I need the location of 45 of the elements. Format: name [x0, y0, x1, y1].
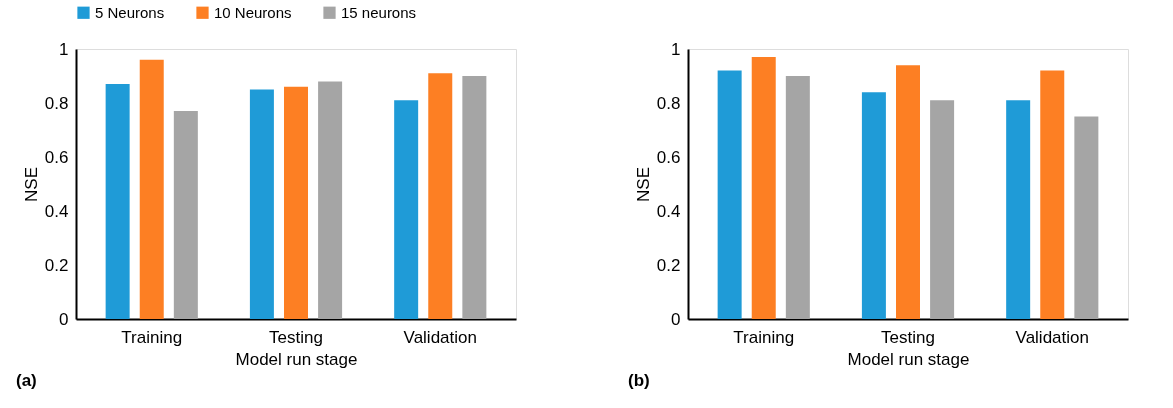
x-tick-label: Validation	[1015, 327, 1089, 347]
y-tick-label: 0.6	[44, 147, 69, 167]
bar	[394, 100, 419, 319]
bar	[1006, 100, 1031, 319]
x-tick-label: Training	[733, 327, 795, 347]
bar	[896, 65, 920, 319]
bar	[318, 81, 343, 319]
y-tick-label: 0.4	[44, 201, 69, 221]
x-tick-label: Training	[121, 327, 183, 347]
text: (b)	[628, 371, 650, 390]
y-tick-label: 0.2	[44, 255, 69, 275]
bar	[249, 89, 274, 319]
y-tick-label: 0	[59, 309, 69, 329]
y-axis-title: NSE	[21, 167, 41, 202]
bar	[105, 84, 130, 319]
legend-label: 10 Neurons	[214, 3, 292, 21]
y-axis-title: NSE	[633, 167, 653, 202]
y-tick-label: 0.8	[656, 93, 681, 113]
x-tick-label: Validation	[403, 327, 477, 347]
y-tick-label: 0.8	[44, 93, 69, 113]
bar	[785, 76, 810, 319]
bar	[861, 92, 886, 319]
legend-label: 5 Neurons	[95, 3, 165, 21]
y-tick-label: 1	[59, 39, 69, 59]
bar	[751, 57, 776, 319]
bar	[1040, 70, 1065, 319]
y-tick-label: 0.2	[656, 255, 681, 275]
x-tick-label: Testing	[881, 327, 935, 347]
x-tick-label: Testing	[269, 327, 323, 347]
bar	[1074, 116, 1099, 319]
y-tick-label: 0.6	[656, 147, 681, 167]
text: (a)	[16, 371, 37, 390]
bar	[717, 70, 742, 319]
bar	[139, 59, 164, 319]
bar	[284, 86, 308, 319]
bar	[462, 76, 487, 319]
x-axis-title: Model run stage	[847, 349, 970, 369]
y-tick-label: 0	[671, 309, 681, 329]
x-axis-title: Model run stage	[235, 349, 358, 369]
bar	[173, 111, 198, 319]
legend-label: 15 neurons	[341, 3, 417, 21]
bar	[428, 73, 453, 319]
y-tick-label: 0.4	[656, 201, 681, 221]
y-tick-label: 1	[671, 39, 681, 59]
bar	[930, 100, 955, 319]
